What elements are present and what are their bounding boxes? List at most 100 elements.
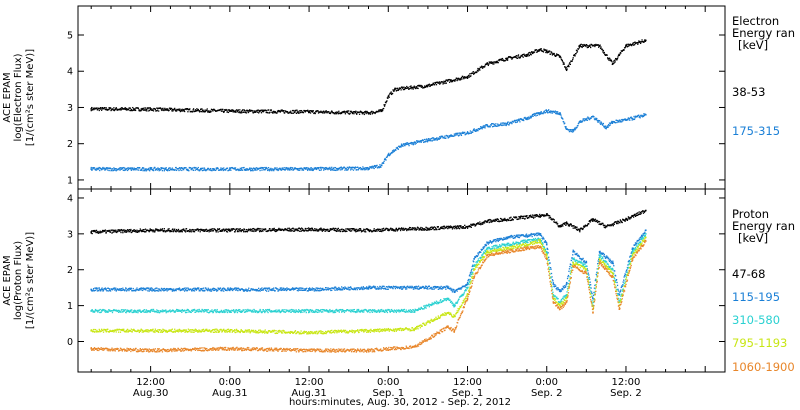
data-point — [487, 243, 489, 245]
data-point — [316, 287, 318, 289]
data-point — [444, 80, 447, 83]
data-point — [565, 128, 568, 131]
data-point — [509, 236, 511, 239]
data-point — [363, 112, 365, 114]
data-point — [569, 223, 572, 225]
data-point — [270, 109, 273, 111]
data-point — [476, 128, 478, 131]
data-point — [130, 288, 132, 290]
data-point — [246, 109, 248, 111]
data-point — [483, 124, 485, 127]
data-point — [308, 288, 310, 291]
data-point — [316, 288, 319, 290]
data-point — [167, 169, 169, 171]
data-point — [325, 111, 328, 113]
data-point — [279, 111, 282, 113]
data-point — [228, 169, 231, 171]
data-point — [604, 53, 606, 55]
data-point — [271, 229, 273, 232]
data-point — [464, 131, 466, 134]
data-point — [126, 169, 129, 172]
data-point — [489, 241, 491, 243]
data-point — [236, 230, 239, 233]
data-point — [294, 168, 296, 170]
data-point — [387, 153, 390, 156]
data-point — [344, 167, 347, 169]
data-point — [481, 126, 483, 128]
data-point — [378, 166, 381, 169]
data-point — [379, 164, 381, 166]
data-point — [542, 214, 544, 216]
data-point — [362, 288, 364, 291]
data-point — [346, 111, 348, 113]
data-point — [174, 107, 176, 110]
data-point — [425, 285, 428, 288]
data-point — [416, 228, 418, 231]
data-point — [448, 227, 450, 229]
data-point — [134, 109, 137, 112]
data-point — [483, 66, 486, 68]
data-point — [578, 122, 580, 124]
data-point — [472, 129, 474, 132]
data-point — [369, 113, 372, 115]
data-point — [237, 228, 240, 230]
data-point — [627, 117, 630, 119]
data-point — [407, 285, 409, 287]
data-point — [633, 118, 636, 121]
data-point — [421, 227, 423, 229]
data-point — [216, 290, 218, 292]
data-point — [357, 169, 359, 171]
data-point — [640, 114, 642, 116]
data-point — [339, 289, 341, 291]
data-point — [208, 288, 210, 291]
data-point — [168, 230, 171, 232]
data-point — [191, 168, 193, 170]
data-point — [597, 121, 599, 123]
data-point — [502, 238, 505, 240]
data-point — [106, 290, 108, 292]
data-point — [530, 54, 532, 56]
data-point — [446, 225, 448, 228]
data-point — [360, 229, 362, 231]
data-point — [420, 286, 422, 288]
data-point — [386, 228, 389, 230]
data-point — [254, 168, 257, 170]
data-point — [302, 229, 305, 231]
data-point — [367, 229, 370, 232]
data-point — [349, 228, 351, 230]
data-point — [240, 168, 242, 170]
data-point — [644, 113, 647, 116]
data-point — [319, 287, 322, 289]
data-point — [323, 169, 325, 171]
data-point — [392, 287, 394, 290]
data-point — [202, 287, 205, 289]
data-point — [548, 217, 550, 219]
data-point — [293, 110, 295, 112]
data-point — [121, 167, 123, 169]
data-point — [102, 290, 104, 292]
data-point — [271, 228, 273, 230]
data-point — [625, 269, 628, 272]
data-point — [425, 226, 427, 228]
data-point — [642, 233, 644, 235]
data-point — [567, 276, 569, 278]
data-point — [578, 121, 581, 123]
data-point — [142, 230, 145, 233]
data-point — [392, 149, 395, 151]
data-point — [443, 137, 446, 139]
data-point — [622, 284, 624, 286]
data-point — [403, 229, 406, 231]
data-point — [504, 219, 506, 222]
data-point — [540, 113, 542, 115]
data-point — [291, 229, 293, 232]
data-point — [369, 287, 372, 290]
data-point — [142, 167, 144, 169]
data-point — [298, 227, 300, 229]
data-point — [449, 226, 451, 229]
data-point — [324, 167, 326, 169]
data-point — [446, 286, 449, 289]
data-point — [367, 167, 370, 170]
data-point — [98, 107, 100, 110]
data-point — [634, 41, 636, 43]
data-point — [231, 287, 233, 290]
